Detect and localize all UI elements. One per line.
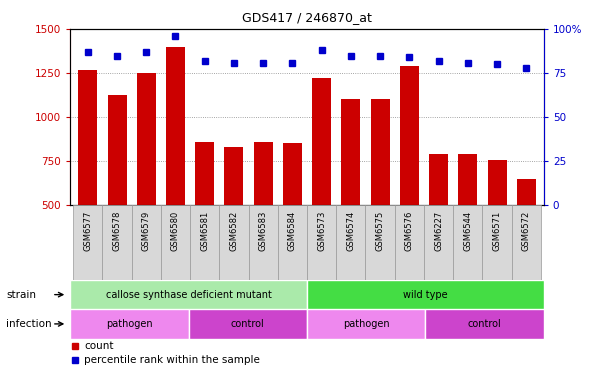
Text: strain: strain xyxy=(6,290,36,300)
Text: GSM6580: GSM6580 xyxy=(171,211,180,251)
Bar xyxy=(483,205,511,280)
Bar xyxy=(161,205,190,280)
Bar xyxy=(488,160,507,293)
Bar xyxy=(395,205,424,280)
Text: callose synthase deficient mutant: callose synthase deficient mutant xyxy=(106,290,271,300)
Bar xyxy=(189,309,307,339)
Text: control: control xyxy=(468,319,502,329)
Text: GSM6577: GSM6577 xyxy=(83,211,92,251)
Bar xyxy=(166,47,185,293)
Bar xyxy=(336,205,365,280)
Bar xyxy=(103,205,131,280)
Bar xyxy=(371,99,390,293)
Text: pathogen: pathogen xyxy=(106,319,153,329)
Text: count: count xyxy=(84,341,114,351)
Bar xyxy=(196,142,214,293)
Text: GSM6574: GSM6574 xyxy=(346,211,356,251)
Text: wild type: wild type xyxy=(403,290,448,300)
Text: GDS417 / 246870_at: GDS417 / 246870_at xyxy=(242,11,372,24)
Bar xyxy=(400,66,419,293)
Text: GSM6571: GSM6571 xyxy=(492,211,502,251)
Bar xyxy=(307,205,336,280)
Text: percentile rank within the sample: percentile rank within the sample xyxy=(84,355,260,365)
Text: GSM6579: GSM6579 xyxy=(142,211,151,251)
Bar xyxy=(453,205,483,280)
Bar xyxy=(307,309,425,339)
Bar xyxy=(312,78,331,293)
Bar xyxy=(429,154,448,293)
Text: GSM6578: GSM6578 xyxy=(112,211,122,251)
Text: GSM6575: GSM6575 xyxy=(376,211,384,251)
Bar xyxy=(78,70,97,293)
Text: GSM6227: GSM6227 xyxy=(434,211,443,251)
Bar xyxy=(425,309,544,339)
Bar xyxy=(73,205,103,280)
Bar xyxy=(511,205,541,280)
Text: GSM6584: GSM6584 xyxy=(288,211,297,251)
Text: GSM6576: GSM6576 xyxy=(405,211,414,251)
Bar xyxy=(307,280,544,309)
Text: GSM6583: GSM6583 xyxy=(258,211,268,251)
Bar xyxy=(131,205,161,280)
Bar xyxy=(137,73,156,293)
Bar xyxy=(219,205,249,280)
Bar xyxy=(70,309,189,339)
Bar xyxy=(517,179,536,293)
Bar xyxy=(424,205,453,280)
Bar xyxy=(254,142,273,293)
Bar xyxy=(365,205,395,280)
Bar xyxy=(278,205,307,280)
Text: control: control xyxy=(231,319,265,329)
Text: GSM6572: GSM6572 xyxy=(522,211,531,251)
Text: GSM6582: GSM6582 xyxy=(230,211,238,251)
Bar xyxy=(342,99,360,293)
Text: pathogen: pathogen xyxy=(343,319,390,329)
Bar xyxy=(458,154,477,293)
Bar xyxy=(108,95,126,293)
Bar xyxy=(249,205,278,280)
Bar xyxy=(283,143,302,293)
Bar xyxy=(70,280,307,309)
Text: GSM6581: GSM6581 xyxy=(200,211,209,251)
Text: GSM6573: GSM6573 xyxy=(317,211,326,251)
Text: infection: infection xyxy=(6,319,52,329)
Bar xyxy=(190,205,219,280)
Text: GSM6544: GSM6544 xyxy=(463,211,472,251)
Bar xyxy=(224,147,243,293)
